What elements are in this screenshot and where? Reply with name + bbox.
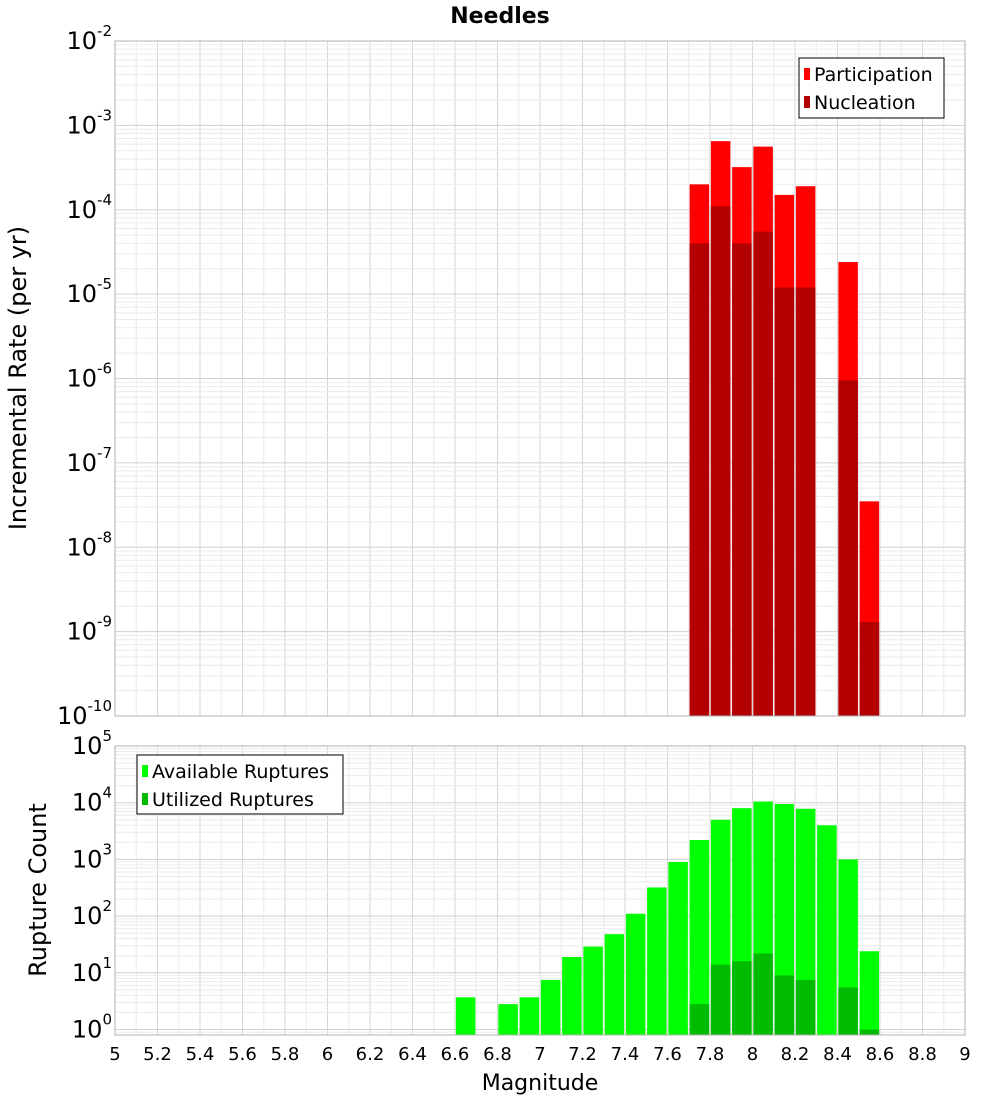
bar xyxy=(710,964,731,1035)
plot-frame xyxy=(114,745,966,1036)
bar xyxy=(455,997,476,1035)
x-tick-labels: 5 5.2 5.4 5.6 5.8 6 6.2 6.4 6.6 6.8 7 7.2 7.4 7.6 7.8 8… xyxy=(109,1044,970,1065)
x-tick-label: 8.8 xyxy=(908,1044,937,1065)
y-tick-label: 10-8 xyxy=(66,528,112,561)
x-tick-label: 7.4 xyxy=(611,1044,640,1065)
y-tick-label: 105 xyxy=(72,727,112,760)
bar xyxy=(647,887,667,1035)
bar xyxy=(774,287,795,716)
bar xyxy=(498,1004,518,1035)
x-tick-label: 5.2 xyxy=(143,1044,172,1065)
legend: Available Ruptures Utilized Ruptures xyxy=(136,754,344,815)
y-tick-label: 10-4 xyxy=(66,191,112,224)
top-panel-rate: 10-2 10-3 10-4 10-5 10-6 10-7 10-8 10-9 10-10 Par… xyxy=(57,22,966,730)
bar xyxy=(732,243,752,717)
bars xyxy=(689,141,880,717)
y-tick-label: 10-2 xyxy=(66,22,112,55)
x-tick-label: 7.8 xyxy=(696,1044,725,1065)
chart-title: Needles xyxy=(450,4,550,29)
bar xyxy=(838,987,858,1035)
y-tick-label: 10-9 xyxy=(66,613,112,646)
bar xyxy=(774,975,795,1035)
x-tick-label: 7.6 xyxy=(653,1044,682,1065)
bar xyxy=(583,946,603,1035)
y-tick-label: 101 xyxy=(72,954,112,987)
bar xyxy=(838,380,858,716)
x-tick-label: 5.4 xyxy=(186,1044,215,1065)
bar xyxy=(689,839,710,1035)
bar xyxy=(859,1029,880,1035)
bar xyxy=(562,956,582,1035)
bar xyxy=(689,243,710,717)
plot-frame xyxy=(114,40,966,717)
bar xyxy=(668,861,688,1035)
legend-swatch xyxy=(142,765,148,777)
x-tick-label: 5.6 xyxy=(228,1044,257,1065)
x-axis-label: Magnitude xyxy=(482,1071,599,1096)
y-tick-label: 10-10 xyxy=(57,697,112,730)
legend: Participation Nucleation xyxy=(798,57,945,119)
legend-swatch xyxy=(804,96,810,108)
x-tick-label: 6.4 xyxy=(398,1044,427,1065)
bar xyxy=(625,913,646,1035)
bar xyxy=(795,808,816,1035)
x-tick-label: 6.8 xyxy=(483,1044,512,1065)
legend-box xyxy=(136,754,344,815)
bar xyxy=(540,979,561,1035)
bar xyxy=(604,934,625,1035)
x-tick-label: 5.8 xyxy=(271,1044,300,1065)
y-tick-label: 10-3 xyxy=(66,106,112,139)
series-1 xyxy=(689,953,880,1035)
x-tick-label: 8.2 xyxy=(781,1044,810,1065)
x-tick-label: 8.6 xyxy=(866,1044,895,1065)
bars xyxy=(455,801,880,1035)
legend-swatch xyxy=(142,793,148,805)
legend-label: Available Ruptures xyxy=(152,761,329,783)
y-tick-label: 103 xyxy=(72,840,112,873)
bar xyxy=(519,997,540,1035)
x-tick-label: 6.2 xyxy=(356,1044,385,1065)
legend-swatch xyxy=(804,68,810,80)
bar xyxy=(732,961,752,1035)
legend-box xyxy=(798,57,945,119)
y-tick-labels: 10-2 10-3 10-4 10-5 10-6 10-7 10-8 10-9 10-10 xyxy=(57,22,112,730)
y-tick-labels: 105 104 103 102 101 100 xyxy=(72,727,112,1044)
bar xyxy=(689,1004,710,1035)
y-tick-label: 10-7 xyxy=(66,444,112,477)
y-tick-label: 10-6 xyxy=(66,360,112,393)
bar xyxy=(795,287,816,716)
x-tick-label: 7.2 xyxy=(568,1044,597,1065)
series-0 xyxy=(455,801,880,1035)
grid xyxy=(114,40,966,717)
bar xyxy=(710,206,731,716)
x-tick-label: 8.4 xyxy=(823,1044,852,1065)
bar xyxy=(753,953,773,1035)
x-tick-label: 5 xyxy=(109,1044,120,1065)
x-tick-label: 8 xyxy=(747,1044,758,1065)
legend-label: Nucleation xyxy=(814,92,916,114)
x-tick-label: 9 xyxy=(959,1044,970,1065)
y-tick-label: 102 xyxy=(72,897,112,930)
legend-label: Participation xyxy=(814,64,933,86)
x-tick-label: 7 xyxy=(534,1044,545,1065)
x-tick-label: 6.6 xyxy=(441,1044,470,1065)
y-tick-label: 10-5 xyxy=(66,275,112,308)
bar xyxy=(859,951,880,1035)
bar xyxy=(795,979,816,1035)
bottom-y-axis-label: Rupture Count xyxy=(24,803,52,977)
x-tick-label: 6 xyxy=(322,1044,333,1065)
top-y-axis-label: Incremental Rate (per yr) xyxy=(4,226,32,530)
bar xyxy=(817,825,837,1035)
y-tick-label: 104 xyxy=(72,784,112,817)
y-tick-label: 100 xyxy=(72,1011,112,1044)
series-1 xyxy=(689,206,880,717)
bar xyxy=(753,231,773,716)
bar xyxy=(859,622,880,716)
legend-label: Utilized Ruptures xyxy=(152,789,314,811)
